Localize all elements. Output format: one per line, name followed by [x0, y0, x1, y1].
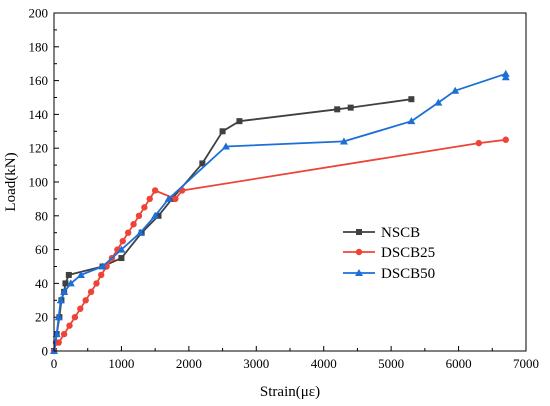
data-point-dscb50 [339, 137, 348, 145]
legend-marker-symbol [355, 269, 363, 276]
legend-label-dscb50: DSCB50 [381, 266, 435, 282]
data-point-nscb [334, 106, 341, 113]
x-tick-label: 1000 [108, 356, 134, 371]
data-point-nscb [169, 195, 175, 202]
legend-item-dscb25: DSCB25 [343, 245, 435, 261]
plot-frame [53, 12, 527, 352]
y-tick-label: 140 [29, 107, 49, 122]
y-axis-title: Load(kN) [3, 152, 19, 211]
data-point-nscb [65, 271, 72, 278]
data-point-dscb50 [151, 211, 160, 219]
series-dscb25 [50, 136, 509, 355]
data-point-dscb50 [136, 228, 145, 236]
data-point-dscb50 [501, 73, 510, 81]
x-tick-label: 2000 [176, 356, 202, 371]
x-tick-label: 4000 [311, 356, 337, 371]
data-point-dscb25 [130, 221, 137, 228]
x-axis-title: Strain(με) [260, 384, 320, 400]
data-point-dscb25 [135, 212, 143, 219]
data-point-dscb50 [60, 287, 69, 295]
x-tick-label: 7000 [513, 356, 539, 371]
data-point-dscb50 [98, 262, 107, 270]
data-point-dscb25 [124, 229, 132, 236]
y-tick-label: 200 [29, 6, 49, 21]
legend: NSCB DSCB25 DSCB50 [343, 225, 435, 282]
y-tick-label: 40 [35, 276, 48, 291]
data-point-dscb25 [77, 305, 84, 312]
data-point-dscb25 [151, 187, 159, 194]
data-point-nscb [62, 280, 69, 287]
legend-marker-symbol [356, 229, 362, 235]
y-tick-label: 80 [35, 208, 48, 223]
y-tick-label: 180 [29, 39, 49, 54]
series-line-dscb25 [53, 138, 506, 352]
y-tick-label: 100 [29, 175, 49, 190]
data-point-dscb50 [164, 194, 173, 202]
series-dscb50 [50, 69, 510, 354]
data-point-dscb25 [71, 314, 79, 321]
legend-label-nscb: NSCB [381, 225, 420, 241]
data-point-dscb50 [56, 296, 65, 304]
data-point-nscb [347, 104, 354, 111]
data-point-dscb50 [221, 142, 230, 150]
data-point-dscb25 [119, 237, 126, 245]
data-point-dscb25 [475, 139, 482, 147]
data-point-dscb25 [141, 204, 148, 211]
x-tick-label: 0 [51, 356, 58, 371]
data-point-nscb [199, 160, 206, 167]
legend-marker-symbol [355, 248, 363, 256]
y-tick-label: 120 [29, 141, 49, 156]
data-point-nscb [118, 255, 125, 262]
data-point-nscb [219, 128, 226, 135]
x-tick-label: 6000 [446, 356, 472, 371]
data-point-dscb25 [82, 297, 89, 304]
data-point-dscb25 [146, 195, 153, 203]
data-point-dscb25 [172, 195, 179, 203]
y-tick-label: 60 [35, 242, 48, 257]
legend-marker-dscb25 [355, 248, 363, 256]
series-nscb [51, 96, 415, 354]
data-point-dscb50 [66, 279, 75, 287]
data-point-dscb50 [76, 270, 85, 278]
data-point-dscb25 [66, 322, 73, 329]
data-point-nscb [155, 212, 162, 219]
data-point-dscb50 [407, 117, 416, 125]
legend-marker-nscb [356, 229, 362, 235]
data-point-dscb50 [434, 98, 443, 106]
legend-marker-dscb50 [355, 269, 363, 276]
data-point-dscb50 [117, 245, 126, 253]
tick-labels: 0 1000 2000 3000 4000 5000 6000 7000 0 20 40 60 80 10… [29, 6, 540, 372]
data-point-nscb [236, 118, 243, 125]
axis-ticks [53, 12, 527, 352]
legend-item-dscb50: DSCB50 [343, 266, 435, 282]
data-point-dscb25 [93, 280, 100, 287]
y-tick-label: 20 [35, 310, 48, 325]
data-point-dscb50 [52, 330, 61, 338]
data-point-dscb25 [87, 288, 95, 296]
y-tick-label: 160 [29, 73, 49, 88]
data-point-dscb50 [451, 86, 460, 94]
y-tick-label: 0 [42, 344, 49, 359]
data-point-dscb25 [55, 339, 62, 346]
data-point-dscb50 [54, 313, 63, 321]
series-layer [50, 69, 510, 355]
x-tick-label: 3000 [243, 356, 269, 371]
data-point-dscb25 [60, 330, 68, 338]
legend-label-dscb25: DSCB25 [381, 245, 435, 261]
data-point-dscb25 [98, 271, 105, 279]
x-tick-label: 5000 [378, 356, 404, 371]
legend-item-nscb: NSCB [343, 225, 420, 241]
data-point-nscb [408, 96, 415, 103]
data-point-dscb25 [502, 136, 509, 143]
